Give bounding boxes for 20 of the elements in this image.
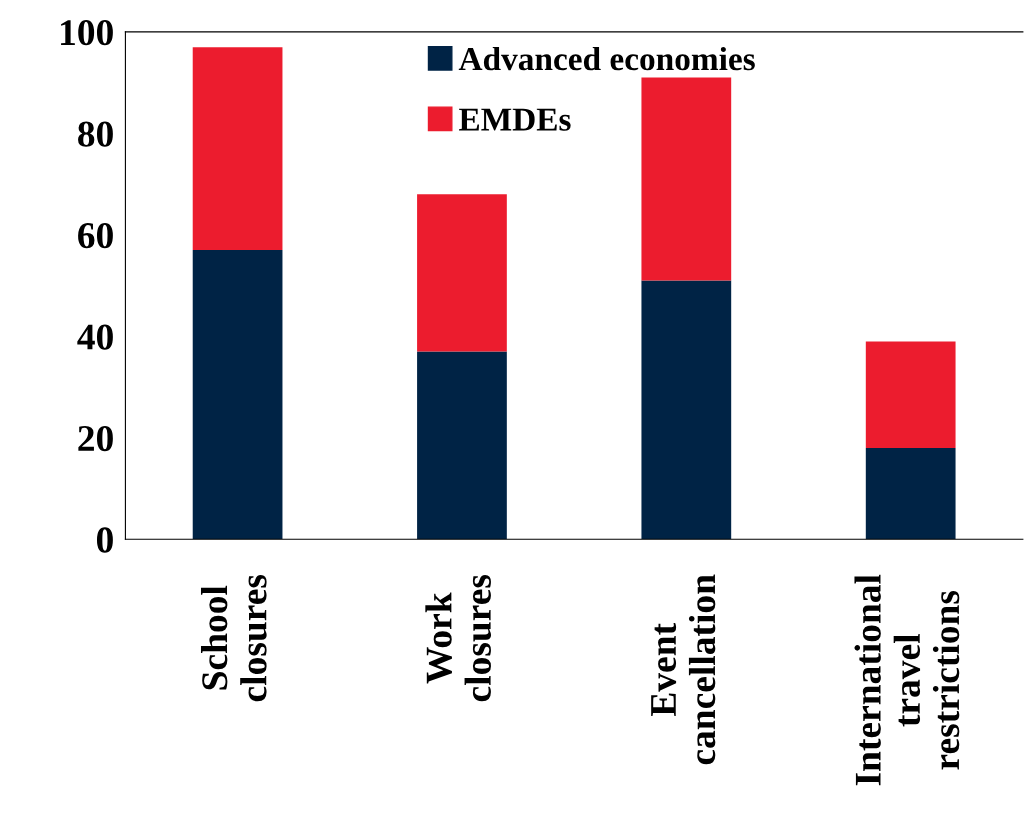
x-tick-label: Work closures — [425, 574, 492, 702]
y-tick-label: 80 — [78, 121, 113, 147]
y-tick-label: 60 — [78, 222, 113, 249]
legend-label: EMDEs — [459, 108, 571, 131]
y-tick-label: 20 — [78, 425, 113, 452]
y-tick-label: 40 — [77, 324, 113, 350]
bar — [192, 47, 283, 251]
bar — [417, 194, 507, 352]
x-tick-label: Event cancellation — [651, 574, 716, 765]
bar — [641, 77, 732, 281]
bar — [417, 351, 507, 540]
bar — [192, 250, 283, 540]
x-tick-label: International travel restrictions — [854, 574, 960, 786]
y-tick-label: 0 — [96, 527, 113, 553]
legend-label: Advanced economies — [458, 46, 755, 71]
bar — [641, 280, 732, 540]
x-tick-label: School closures — [200, 574, 267, 702]
bar — [865, 341, 956, 448]
bar — [865, 447, 956, 540]
y-tick-label: 100 — [61, 19, 113, 46]
